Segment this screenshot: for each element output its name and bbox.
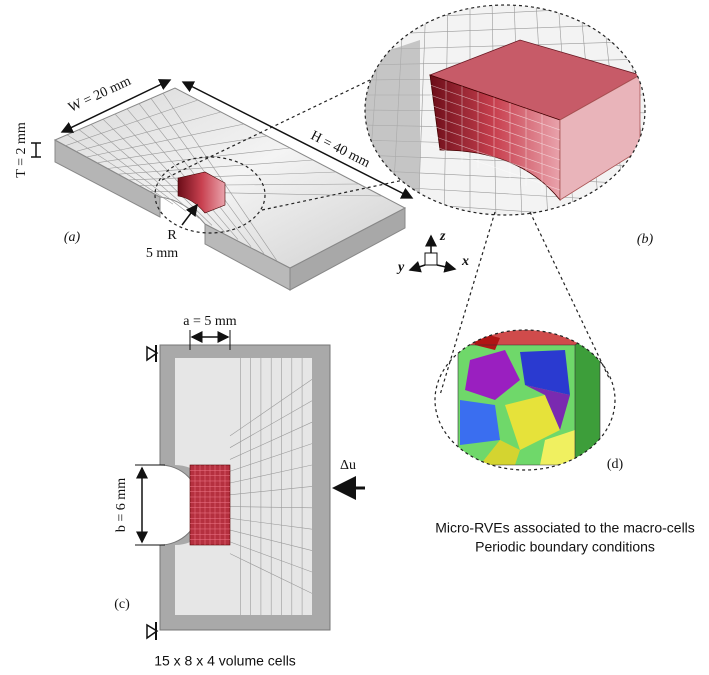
plate-3d <box>55 88 405 290</box>
caption: Periodic boundary conditions <box>475 539 655 555</box>
plate-2d <box>147 345 330 640</box>
thickness-label: T = 2 mm <box>14 122 29 178</box>
mesh-line <box>646 0 678 220</box>
radius-value: 5 mm <box>146 246 178 261</box>
axis-label: x <box>461 254 469 269</box>
caption: Micro-RVEs associated to the macro-cells <box>435 520 695 536</box>
panel-label: (b) <box>637 232 654 247</box>
panel-label: (a) <box>64 230 81 245</box>
width-label: W = 20 mm <box>66 74 133 116</box>
radius-symbol: R <box>167 228 177 243</box>
axis-label: z <box>439 229 446 244</box>
panel-label: (d) <box>607 457 624 472</box>
caption: 15 x 8 x 4 volume cells <box>154 653 296 669</box>
a-dimension: a = 5 mm <box>183 314 236 329</box>
panel-label: (c) <box>114 597 130 612</box>
axes-icon <box>410 236 455 270</box>
axis-label: y <box>396 260 405 275</box>
figure: W = 20 mm T = 2 mm H = 40 mm R 5 mm (a) … <box>0 0 709 675</box>
b-dimension: b = 6 mm <box>114 478 129 532</box>
rve-cube <box>435 330 615 470</box>
load-label: Δu <box>340 458 356 473</box>
